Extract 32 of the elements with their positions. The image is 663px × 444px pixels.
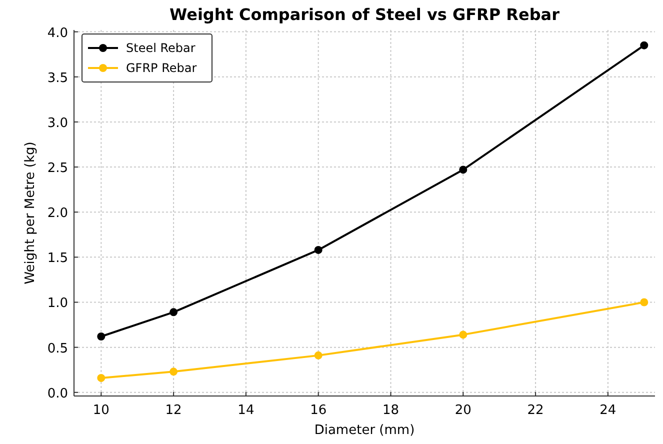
- point: [170, 308, 178, 316]
- y-tick-label: 0.5: [47, 341, 68, 356]
- point: [640, 41, 648, 50]
- y-tick-label: 3.5: [47, 70, 68, 86]
- x-tick-label: 14: [238, 403, 254, 418]
- y-tick-label: 3.0: [47, 116, 68, 131]
- point: [459, 330, 468, 339]
- point: [459, 166, 468, 174]
- point: [97, 374, 106, 382]
- x-axis-title: Diameter (mm): [314, 423, 415, 438]
- point: [97, 332, 106, 340]
- point: [314, 351, 322, 360]
- y-tick-label: 1.5: [47, 251, 68, 266]
- x-tick-label: 16: [310, 403, 327, 418]
- legend-label: GFRP Rebar: [126, 61, 197, 75]
- x-tick-label: 10: [92, 403, 110, 418]
- point: [170, 368, 178, 376]
- x-tick-label: 22: [527, 403, 544, 418]
- y-tick-label: 4.0: [47, 26, 68, 41]
- y-tick-label: 1.0: [47, 296, 68, 312]
- point: [314, 246, 322, 254]
- y-tick-label: 2.5: [47, 161, 68, 176]
- y-axis-title: Weight per Metre (kg): [23, 142, 38, 284]
- point: [640, 298, 648, 306]
- x-tick-label: 12: [165, 403, 182, 418]
- y-tick-label: 2.0: [47, 206, 68, 222]
- y-tick-label: 0.0: [47, 386, 68, 402]
- x-tick-label: 20: [454, 403, 472, 418]
- legend-label: Steel Rebar: [126, 41, 196, 55]
- x-tick-label: 18: [382, 403, 400, 418]
- x-tick-label: 24: [600, 403, 616, 418]
- chart-title: Weight Comparison of Steel vs GFRP Rebar: [170, 5, 560, 24]
